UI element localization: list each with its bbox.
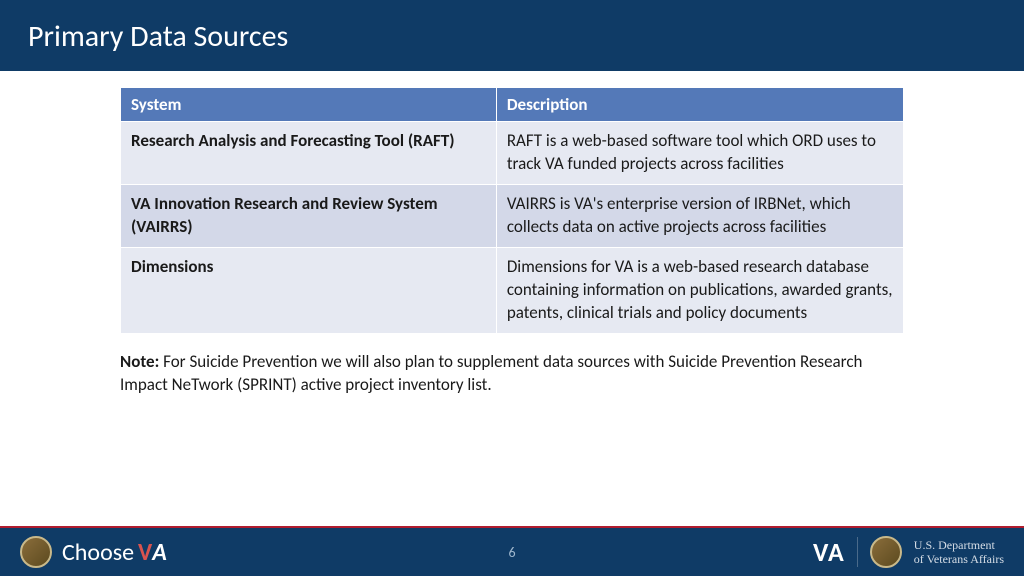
dept-line1: U.S. Department bbox=[914, 538, 1004, 552]
choose-text: Choose bbox=[62, 538, 134, 567]
cell-system: VA Innovation Research and Review System… bbox=[121, 184, 497, 247]
col-header-system: System bbox=[121, 88, 497, 122]
cell-description: Dimensions for VA is a web-based researc… bbox=[496, 247, 903, 333]
cell-system: Research Analysis and Forecasting Tool (… bbox=[121, 122, 497, 185]
table-header-row: System Description bbox=[121, 88, 904, 122]
table-row: Dimensions Dimensions for VA is a web-ba… bbox=[121, 247, 904, 333]
col-header-description: Description bbox=[496, 88, 903, 122]
va-wordmark: VA bbox=[813, 536, 845, 568]
dept-name: U.S. Department of Veterans Affairs bbox=[914, 538, 1004, 567]
slide-header: Primary Data Sources bbox=[0, 0, 1024, 71]
note-text: For Suicide Prevention we will also plan… bbox=[120, 351, 862, 396]
va-seal-icon bbox=[870, 536, 902, 568]
choose-va-logo: Choose VA bbox=[62, 538, 167, 567]
cell-system: Dimensions bbox=[121, 247, 497, 333]
data-sources-table: System Description Research Analysis and… bbox=[120, 87, 904, 334]
table-row: Research Analysis and Forecasting Tool (… bbox=[121, 122, 904, 185]
footer-right: VA U.S. Department of Veterans Affairs bbox=[813, 536, 1004, 568]
footer-left: Choose VA bbox=[20, 536, 167, 568]
dept-line2: of Veterans Affairs bbox=[914, 552, 1004, 566]
cell-description: RAFT is a web-based software tool which … bbox=[496, 122, 903, 185]
slide-footer: Choose VA 6 VA U.S. Department of Vetera… bbox=[0, 526, 1024, 576]
va-seal-icon bbox=[20, 536, 52, 568]
content-area: System Description Research Analysis and… bbox=[0, 71, 1024, 397]
table-row: VA Innovation Research and Review System… bbox=[121, 184, 904, 247]
page-number: 6 bbox=[508, 544, 515, 561]
slide-title: Primary Data Sources bbox=[28, 18, 288, 55]
note-paragraph: Note: For Suicide Prevention we will als… bbox=[120, 350, 904, 398]
choose-v: V bbox=[138, 538, 152, 567]
cell-description: VAIRRS is VA's enterprise version of IRB… bbox=[496, 184, 903, 247]
footer-divider bbox=[857, 537, 858, 567]
choose-a: A bbox=[152, 538, 167, 567]
note-label: Note: bbox=[120, 351, 159, 372]
